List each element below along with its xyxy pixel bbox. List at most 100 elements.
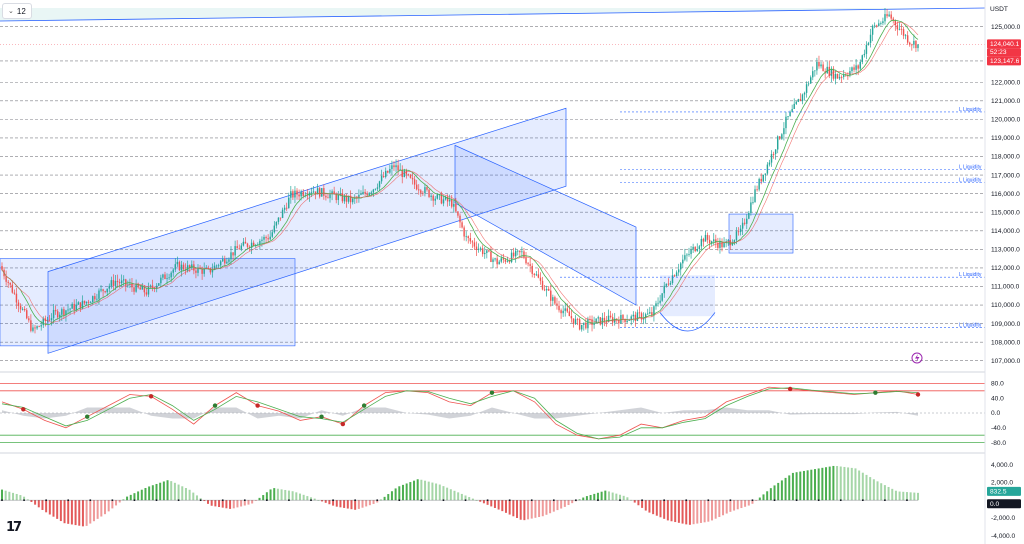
histogram-bar: [262, 495, 265, 501]
histogram-bar: [534, 500, 537, 518]
candle-body: [341, 193, 344, 202]
histogram-zero-dot: [288, 499, 290, 502]
ma-line-green: [1, 19, 919, 325]
histogram-bar: [630, 499, 633, 501]
candle-body: [609, 315, 612, 318]
candle-body: [473, 242, 476, 247]
candle-body: [543, 289, 546, 291]
oscillator-tick: -80.0: [991, 440, 1006, 447]
histogram-zero-dot: [243, 499, 246, 502]
histogram-bar: [622, 495, 625, 501]
candle-body: [428, 189, 430, 197]
histogram-bar: [287, 490, 290, 501]
histogram-bar: [460, 493, 463, 501]
candle-body: [552, 297, 554, 301]
histogram-bar: [530, 500, 533, 519]
histogram-bar: [398, 486, 401, 501]
histogram-bar: [501, 500, 504, 512]
candle-body: [913, 40, 915, 45]
histogram-bar: [343, 500, 346, 508]
histogram-bar: [795, 472, 798, 501]
candle-body: [257, 244, 259, 246]
candle-body: [593, 322, 595, 325]
histogram-bar: [332, 500, 335, 506]
candle-body: [634, 314, 637, 321]
osc-cross-dot: [21, 407, 26, 412]
histogram-bar: [192, 492, 195, 501]
top-trendline: [0, 7, 986, 22]
histogram-bar: [431, 482, 434, 501]
candle-body: [246, 243, 249, 247]
candle-body: [783, 128, 785, 135]
osc-cross-dot: [85, 414, 90, 419]
candle-body: [830, 68, 833, 76]
histogram-bar: [350, 500, 353, 510]
candle-body: [498, 261, 500, 265]
candle-body: [816, 61, 818, 71]
candle-body: [508, 260, 511, 263]
osc-diff-area: [2, 407, 918, 419]
histogram-bar: [516, 500, 519, 519]
histogram-bar: [435, 483, 438, 501]
chevron-down-icon[interactable]: ⌄: [8, 8, 14, 15]
histogram-zero-dot: [817, 499, 820, 502]
candle-body: [632, 314, 635, 317]
candle-body: [684, 255, 686, 260]
histogram-bar: [791, 472, 794, 501]
candle-body: [779, 136, 781, 139]
histogram-bar: [600, 491, 603, 501]
histogram-zero-dot: [332, 499, 334, 502]
candle-body: [506, 260, 509, 262]
candle-body: [182, 264, 185, 270]
candle-body: [838, 76, 841, 79]
interval-selector[interactable]: ⌄ 12: [2, 3, 32, 19]
histogram-bar: [563, 500, 566, 507]
histogram-bar: [633, 500, 636, 503]
candle-body: [873, 25, 876, 27]
candle-body: [61, 309, 63, 315]
histogram-bar: [626, 497, 629, 501]
histogram-bar: [655, 500, 658, 516]
histogram-bar: [442, 486, 445, 501]
candle-body: [7, 281, 9, 283]
histogram-bar: [4, 490, 7, 501]
candle-body: [189, 265, 191, 268]
candle-body: [162, 274, 164, 278]
candle-body: [743, 222, 746, 224]
candle-body: [735, 231, 738, 241]
histogram-zero-dot: [45, 499, 47, 502]
candle-body: [576, 319, 579, 321]
candle-body: [766, 164, 769, 174]
candle-body: [321, 188, 323, 197]
histogram-zero-dot: [1, 499, 3, 502]
candle-body: [772, 154, 775, 155]
histogram-zero-dot: [906, 499, 908, 502]
histogram-bar: [593, 493, 596, 501]
histogram-bar: [917, 492, 919, 501]
osc-cross-dot: [361, 403, 367, 408]
histogram-bar: [674, 500, 677, 523]
candle-body: [59, 314, 61, 318]
candle-body: [100, 289, 102, 291]
candle-body: [36, 326, 38, 329]
lightning-icon[interactable]: [911, 352, 923, 364]
candle-body: [418, 189, 420, 191]
liquidity-label: L Liquidity: [959, 322, 982, 328]
candle-body: [156, 285, 158, 289]
histogram-zero-dot: [266, 499, 268, 502]
histogram-bar: [122, 499, 125, 501]
histogram-bar: [560, 500, 563, 509]
histogram-bar: [390, 491, 393, 501]
price-tick: 120,000.0: [991, 117, 1021, 124]
candle-body: [836, 73, 839, 79]
candle-body: [453, 203, 455, 207]
histogram-zero-dot: [862, 499, 864, 502]
histogram-bar: [744, 500, 747, 507]
candle-body: [288, 197, 290, 209]
histogram-bar: [214, 500, 217, 507]
histogram-bar: [898, 491, 901, 501]
histogram-bar: [504, 500, 507, 513]
candle-body: [770, 154, 773, 163]
histogram-bar: [243, 500, 246, 506]
